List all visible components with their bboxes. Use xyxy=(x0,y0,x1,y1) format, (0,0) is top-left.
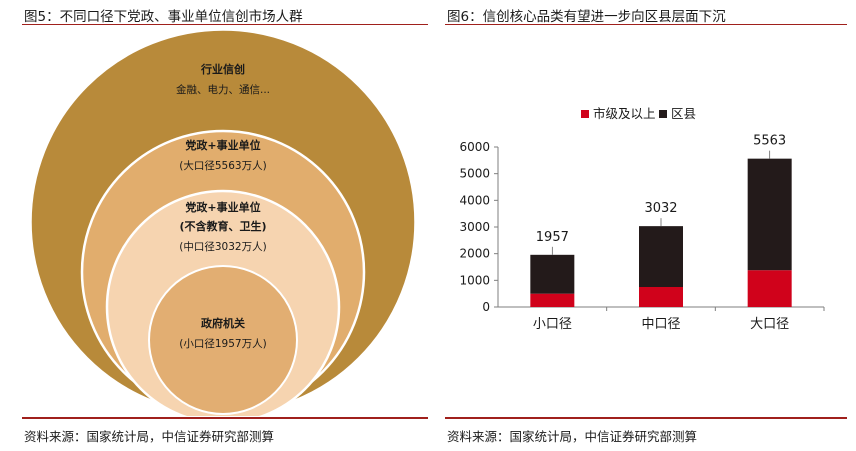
bar-大口径-series-1 xyxy=(747,158,792,271)
right-source: 资料来源：国家统计局，中信证券研究部测算 xyxy=(447,429,698,444)
legend-label-1: 区县 xyxy=(671,106,696,121)
left-source-rule xyxy=(22,417,428,419)
circle-industry-sub: 金融、电力、通信... xyxy=(176,83,270,96)
left-title-rule xyxy=(22,24,428,25)
right-title-rule xyxy=(445,24,847,25)
plot-area: 0 1000 2000 3000 4000 5000 6000 1957 小口径 3032 中口径 5… xyxy=(459,134,825,332)
circle-large-sub: (大口径5563万人) xyxy=(179,159,266,172)
bar-中口径-series-0 xyxy=(639,287,683,307)
circle-mid-sub: (中口径3032万人) xyxy=(179,240,266,253)
circle-small-title: 政府机关 xyxy=(201,316,245,330)
total-label-0: 1957 xyxy=(536,230,569,245)
chart-legend: 市级及以上 区县 xyxy=(581,106,696,121)
circle-large-title: 党政+事业单位 xyxy=(185,138,260,152)
x-tick-label-0: 小口径 xyxy=(533,317,572,332)
x-tick-label-2: 大口径 xyxy=(750,317,789,332)
circle-mid-title2: (不含教育、卫生) xyxy=(179,219,266,233)
y-tick-label-4000: 4000 xyxy=(459,193,490,207)
left-source: 资料来源：国家统计局，中信证券研究部测算 xyxy=(24,429,275,444)
right-source-rule xyxy=(445,417,847,419)
stacked-bar-chart: 市级及以上 区县 0 1000 2000 3000 4000 5000 6000 1957 小口径… xyxy=(459,106,825,332)
legend-swatch-1 xyxy=(659,110,667,118)
legend-swatch-0 xyxy=(581,110,589,118)
circle-mid-title: 党政+事业单位 xyxy=(185,200,260,214)
right-figure-title: 图6：信创核心品类有望进一步向区县层面下沉 xyxy=(447,9,726,25)
bar-中口径-series-1 xyxy=(639,226,683,287)
y-tick-label-2000: 2000 xyxy=(459,247,490,261)
y-tick-label-5000: 5000 xyxy=(459,167,490,181)
circle-small-sub: (小口径1957万人) xyxy=(179,337,266,350)
total-label-2: 5563 xyxy=(753,134,786,149)
bar-大口径-series-0 xyxy=(747,270,792,307)
nested-circles-diagram: 行业信创 金融、电力、通信... 党政+事业单位 (大口径5563万人) 党政+… xyxy=(30,29,416,416)
y-tick-label-1000: 1000 xyxy=(459,273,490,287)
y-tick-label-3000: 3000 xyxy=(459,220,490,234)
circle-industry-title: 行业信创 xyxy=(200,62,245,76)
bar-小口径-series-1 xyxy=(530,254,575,294)
y-tick-label-0: 0 xyxy=(482,300,490,314)
left-figure-title: 图5：不同口径下党政、事业单位信创市场人群 xyxy=(24,9,303,25)
total-label-1: 3032 xyxy=(644,201,677,216)
y-tick-label-6000: 6000 xyxy=(459,140,490,154)
bar-小口径-series-0 xyxy=(530,293,575,307)
x-tick-label-1: 中口径 xyxy=(641,317,680,332)
circle-small-scope xyxy=(148,265,298,415)
legend-label-0: 市级及以上 xyxy=(593,106,656,121)
